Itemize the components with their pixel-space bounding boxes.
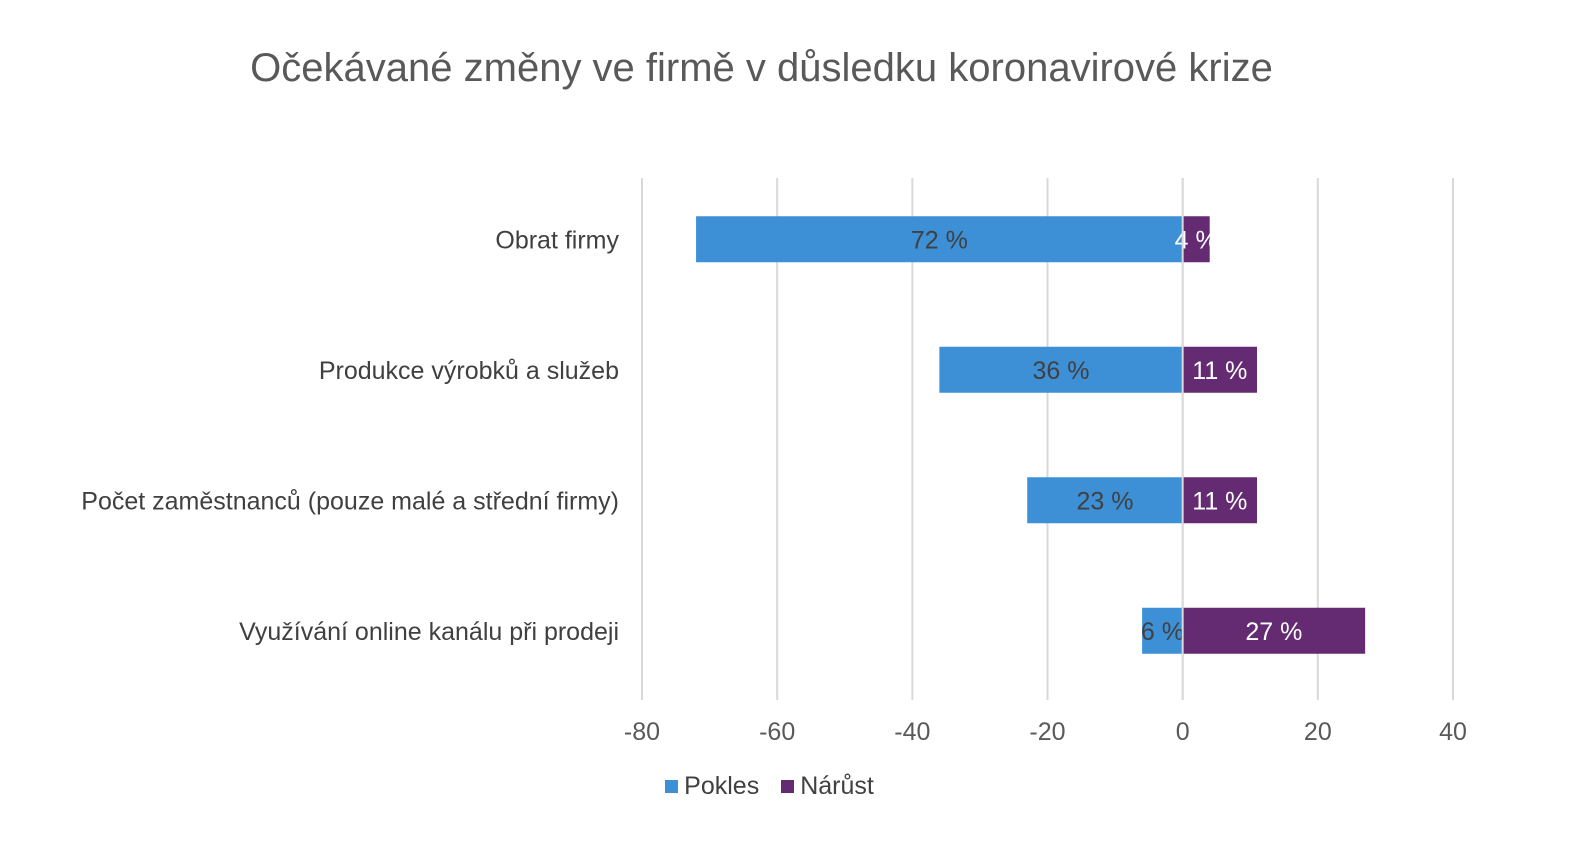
chart-legend: Pokles Nárůst [0, 772, 1571, 801]
x-tick-label: 40 [1439, 718, 1467, 746]
category-label: Obrat firmy [495, 226, 619, 254]
chart-title-text: Očekávané změny ve firmě v důsledku koro… [250, 46, 1273, 90]
data-label: 4 % [1175, 226, 1218, 254]
category-label: Produkce výrobků a služeb [319, 357, 619, 385]
x-tick-label: -60 [759, 718, 795, 746]
data-label: 27 % [1245, 618, 1302, 646]
bar-pokles [939, 346, 1183, 393]
data-label: 11 % [1192, 357, 1247, 385]
legend-label-narust: Nárůst [800, 772, 874, 800]
x-tick-label: -20 [1029, 718, 1065, 746]
category-label: Využívání online kanálu při prodeji [239, 618, 619, 646]
bar-narust [1182, 346, 1258, 393]
x-tick-label: 0 [1176, 718, 1190, 746]
x-tick-label: 20 [1304, 718, 1332, 746]
legend-label-pokles: Pokles [684, 772, 760, 800]
bar-narust [1182, 607, 1366, 654]
legend-item-pokles: Pokles [665, 772, 759, 801]
legend-item-narust: Nárůst [781, 772, 874, 801]
data-label: 23 % [1076, 487, 1133, 515]
data-label: 36 % [1033, 357, 1090, 385]
legend-swatch-narust [781, 780, 795, 793]
bar-pokles [1027, 477, 1183, 524]
bar-narust [1182, 216, 1210, 263]
data-label: 11 % [1192, 487, 1247, 515]
bar-narust [1182, 477, 1258, 524]
x-tick-label: -40 [894, 718, 930, 746]
x-tick-label: -80 [624, 718, 660, 746]
legend-swatch-pokles [665, 780, 679, 793]
data-label: 6 % [1141, 618, 1184, 646]
bar-pokles [696, 216, 1183, 263]
chart-title: Očekávané změny ve firmě v důsledku koro… [0, 46, 1571, 91]
data-label: 72 % [911, 226, 968, 254]
bar-pokles [1142, 607, 1183, 654]
category-label: Počet zaměstnanců (pouze malé a střední … [81, 487, 619, 515]
